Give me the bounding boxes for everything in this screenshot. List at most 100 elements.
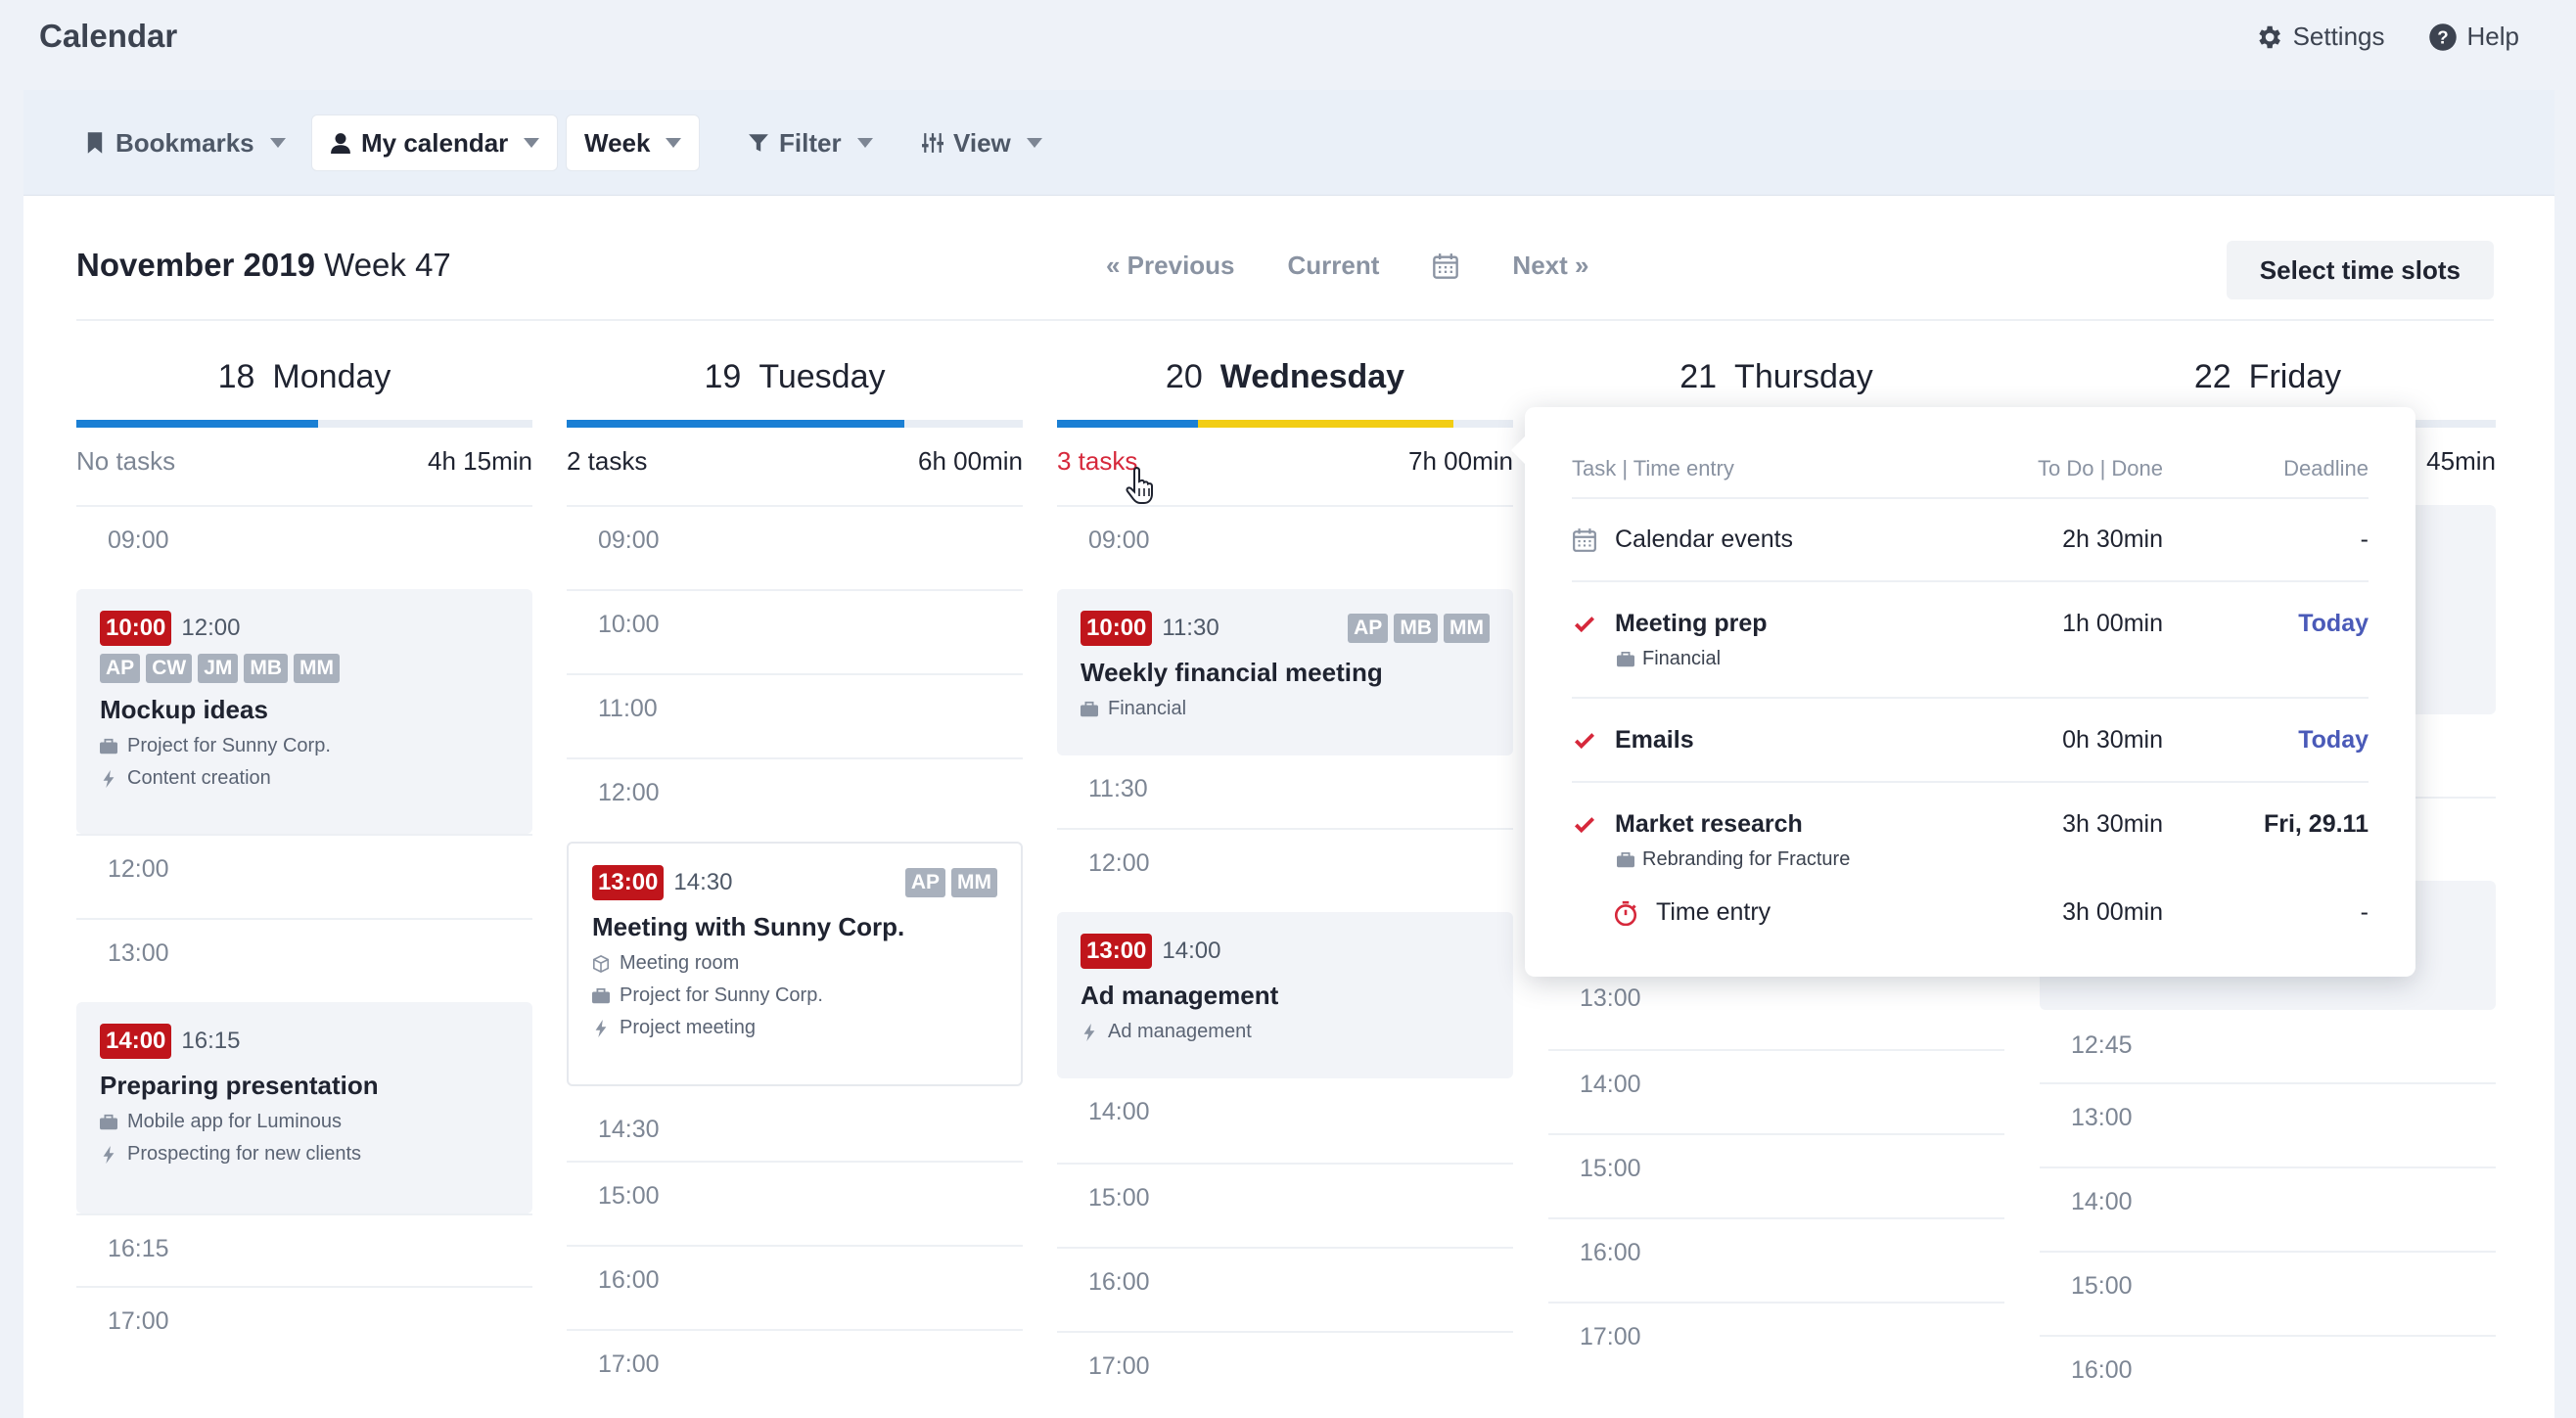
time-slot[interactable]: 15:00 bbox=[2040, 1251, 2496, 1301]
divider bbox=[1572, 580, 2369, 582]
progress-fill bbox=[1057, 420, 1199, 428]
checkmark-icon bbox=[1574, 732, 1595, 749]
row-deadline: - bbox=[2360, 898, 2369, 926]
attendee-tag: CW bbox=[146, 654, 193, 683]
view-label: View bbox=[953, 127, 1011, 158]
progress-bar-tuesday bbox=[567, 420, 1023, 428]
cube-icon bbox=[592, 954, 610, 973]
toolbar: Bookmarks My calendar Week Filter View bbox=[23, 90, 2554, 196]
my-calendar-dropdown[interactable]: My calendar bbox=[311, 114, 559, 171]
row-deadline: Today bbox=[2298, 726, 2369, 754]
current-button[interactable]: Current bbox=[1287, 251, 1380, 280]
week-label: Week bbox=[584, 127, 651, 158]
time-slot[interactable]: 15:00 bbox=[1548, 1133, 2004, 1183]
time-slot[interactable]: 16:00 bbox=[567, 1245, 1023, 1295]
event-card[interactable]: 13:00 14:00 Ad management Ad management bbox=[1057, 912, 1513, 1078]
briefcase-icon bbox=[1617, 851, 1634, 867]
day-header-friday: 22 Friday bbox=[2040, 358, 2496, 396]
filter-dropdown[interactable]: Filter bbox=[730, 114, 891, 171]
event-card[interactable]: 14:00 16:15 Preparing presentation Mobile… bbox=[76, 1002, 532, 1213]
gear-icon bbox=[2258, 25, 2280, 48]
bookmarks-dropdown[interactable]: Bookmarks bbox=[67, 114, 303, 171]
time-slot[interactable]: 15:00 bbox=[1057, 1163, 1513, 1212]
day-name: Wednesday bbox=[1219, 358, 1405, 395]
time-slot[interactable]: 17:00 bbox=[1548, 1302, 2004, 1351]
time-slot[interactable]: 12:00 bbox=[567, 757, 1023, 807]
row-deadline: Fri, 29.11 bbox=[2263, 810, 2369, 838]
day-summary-monday: No tasks 4h 15min bbox=[76, 446, 532, 477]
time-slot[interactable]: 16:00 bbox=[1548, 1217, 2004, 1267]
activity-label: Prospecting for new clients bbox=[127, 1143, 362, 1165]
time-slot[interactable]: 09:00 bbox=[567, 505, 1023, 555]
briefcase-icon bbox=[100, 1114, 117, 1129]
previous-button[interactable]: « Previous bbox=[1106, 251, 1235, 280]
settings-link[interactable]: Settings bbox=[2254, 22, 2385, 52]
time-slot[interactable]: 09:00 bbox=[1057, 505, 1513, 555]
help-link[interactable]: ? Help bbox=[2428, 22, 2519, 52]
time-slot[interactable]: 14:00 bbox=[1548, 1049, 2004, 1099]
day-summary-friday: 45min bbox=[2040, 446, 2496, 477]
activity-label: Content creation bbox=[127, 767, 271, 789]
time-slot[interactable]: 15:00 bbox=[567, 1161, 1023, 1211]
popover-row[interactable]: Calendar events 2h 30min - bbox=[1572, 526, 2369, 554]
popover-row[interactable]: Meeting prep Financial 1h 00min Today bbox=[1572, 610, 2369, 670]
chevron-down-icon bbox=[856, 138, 873, 148]
time-slot[interactable]: 14:00 bbox=[2040, 1166, 2496, 1216]
task-count[interactable]: No tasks bbox=[76, 446, 176, 476]
event-project: Financial bbox=[1081, 698, 1490, 720]
attendee-tag: JM bbox=[198, 654, 239, 683]
week-label: Week 47 bbox=[324, 247, 451, 283]
time-slot[interactable]: 13:00 bbox=[1580, 984, 1641, 1012]
event-title: Meeting with Sunny Corp. bbox=[592, 912, 905, 941]
time-slot[interactable]: 10:00 bbox=[567, 589, 1023, 639]
day-duration: 45min bbox=[2426, 446, 2496, 476]
event-card[interactable]: 13:00 14:30 AP MM Meeting with Sunny Corp.… bbox=[567, 842, 1023, 1086]
day-duration: 6h 00min bbox=[918, 446, 1023, 476]
time-slot[interactable]: 14:30 bbox=[598, 1116, 660, 1143]
week-dropdown[interactable]: Week bbox=[566, 114, 701, 171]
row-name: Market research bbox=[1615, 810, 1803, 838]
task-count[interactable]: 3 tasks bbox=[1057, 446, 1138, 476]
event-start-time: 14:00 bbox=[100, 1024, 172, 1059]
time-slot[interactable]: 17:00 bbox=[1057, 1331, 1513, 1381]
task-count[interactable]: 2 tasks bbox=[567, 446, 648, 476]
time-slot[interactable]: 12:45 bbox=[2071, 1031, 2133, 1059]
progress-bar-wednesday bbox=[1057, 420, 1513, 428]
column-header-deadline: Deadline bbox=[2283, 456, 2369, 480]
day-name: Monday bbox=[272, 358, 391, 395]
time-slot[interactable]: 12:00 bbox=[1057, 828, 1513, 878]
time-slot[interactable]: 14:00 bbox=[1088, 1098, 1150, 1125]
chevron-down-icon bbox=[666, 138, 682, 148]
time-slot[interactable]: 11:30 bbox=[1088, 775, 1148, 802]
lightning-icon bbox=[103, 769, 115, 788]
activity-label: Project meeting bbox=[620, 1017, 756, 1038]
help-icon: ? bbox=[2428, 23, 2457, 51]
time-slot[interactable]: 16:00 bbox=[1057, 1247, 1513, 1297]
time-slot[interactable]: 17:00 bbox=[76, 1286, 532, 1336]
attendee-tag: MM bbox=[294, 654, 341, 683]
time-slot[interactable]: 11:00 bbox=[567, 673, 1023, 723]
time-slot[interactable]: 13:00 bbox=[76, 918, 532, 968]
select-time-slots-button[interactable]: Select time slots bbox=[2226, 241, 2494, 299]
popover-row[interactable]: Market research Rebranding for Fracture … bbox=[1572, 810, 2369, 871]
event-card[interactable]: 10:00 11:30 AP MB MM Weekly financial meeti… bbox=[1057, 589, 1513, 755]
view-dropdown[interactable]: View bbox=[904, 114, 1060, 171]
event-end-time: 12:00 bbox=[181, 615, 241, 641]
time-slot[interactable]: 17:00 bbox=[567, 1329, 1023, 1379]
time-slot[interactable]: 16:00 bbox=[2040, 1335, 2496, 1385]
row-todo: 0h 30min bbox=[2062, 726, 2163, 754]
row-name: Time entry bbox=[1656, 898, 1771, 926]
popover-row[interactable]: Time entry 3h 00min - bbox=[1613, 898, 2369, 927]
attendee-tag: MB bbox=[1394, 614, 1438, 643]
time-slot[interactable]: 09:00 bbox=[76, 505, 532, 555]
popover-row[interactable]: Emails 0h 30min Today bbox=[1572, 726, 2369, 755]
next-button[interactable]: Next » bbox=[1512, 251, 1589, 280]
event-card[interactable]: 10:00 12:00 AP CW JM MB MM Mockup ideas P… bbox=[76, 589, 532, 834]
calendar-icon[interactable] bbox=[1432, 252, 1459, 280]
time-slot[interactable]: 16:15 bbox=[76, 1213, 532, 1263]
time-slot[interactable]: 12:00 bbox=[76, 834, 532, 884]
event-title: Preparing presentation bbox=[100, 1071, 379, 1100]
lightning-icon bbox=[1083, 1023, 1095, 1041]
attendee-tag: MM bbox=[1444, 614, 1490, 643]
time-slot[interactable]: 13:00 bbox=[2040, 1082, 2496, 1132]
